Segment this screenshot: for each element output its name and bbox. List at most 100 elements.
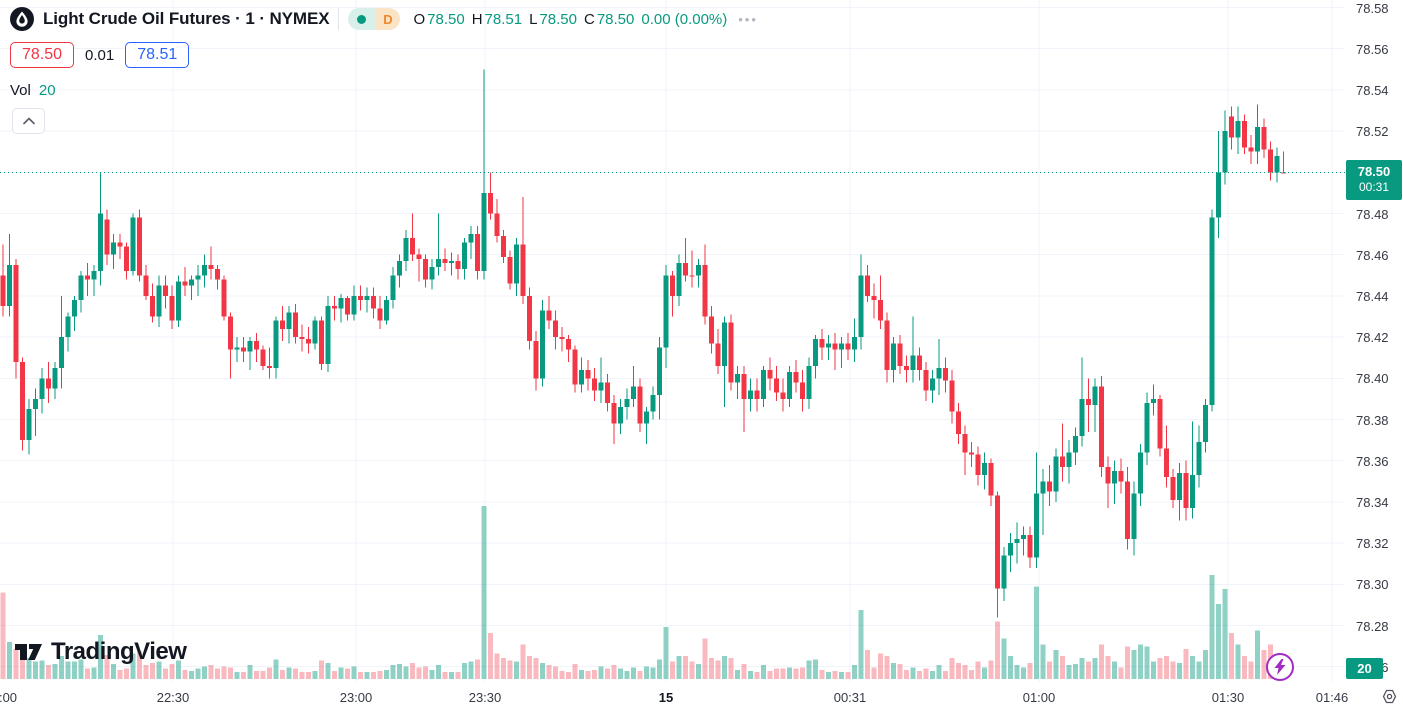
candle-body bbox=[878, 300, 883, 321]
volume-study-legend: Vol 20 bbox=[10, 82, 56, 99]
volume-bar bbox=[728, 658, 734, 679]
price-scale[interactable]: 78.2678.2878.3078.3278.3478.3678.3878.40… bbox=[1345, 0, 1403, 682]
price-tick-label: 78.44 bbox=[1356, 288, 1389, 304]
candle-body bbox=[832, 343, 838, 350]
candle-body bbox=[241, 347, 246, 352]
volume-bar bbox=[800, 667, 805, 679]
volume-bar bbox=[676, 655, 682, 679]
volume-value: 20 bbox=[38, 82, 56, 99]
candle-body bbox=[351, 295, 357, 315]
candle-body bbox=[813, 339, 818, 366]
candle-body bbox=[865, 275, 870, 296]
candle-body bbox=[852, 337, 857, 350]
candle-body bbox=[1242, 120, 1247, 148]
candle-body bbox=[397, 260, 402, 276]
volume-bar bbox=[715, 660, 721, 679]
volume-bar bbox=[598, 666, 604, 679]
candle-body bbox=[20, 361, 25, 441]
collapse-legend-button[interactable] bbox=[12, 108, 45, 134]
more-options-icon[interactable]: ••• bbox=[738, 11, 758, 27]
candle-body bbox=[819, 339, 825, 348]
volume-bar bbox=[741, 664, 747, 679]
volume-bar bbox=[384, 669, 389, 679]
volume-bar bbox=[260, 670, 266, 679]
volume-bar bbox=[702, 638, 708, 679]
volume-bar bbox=[455, 672, 461, 679]
volume-bar bbox=[377, 670, 383, 679]
candle-body bbox=[1144, 403, 1150, 453]
candle-body bbox=[546, 310, 552, 321]
time-scale-settings-icon[interactable] bbox=[1381, 688, 1398, 705]
instant-order-lightning-button[interactable] bbox=[1266, 653, 1294, 681]
tradingview-watermark[interactable]: TradingView bbox=[14, 638, 187, 666]
candle-body bbox=[1255, 126, 1260, 152]
candlestick-chart[interactable] bbox=[0, 0, 1345, 682]
candle-body bbox=[982, 462, 987, 476]
candle-body bbox=[1274, 155, 1280, 173]
volume-bar bbox=[351, 666, 357, 679]
volume-bar bbox=[1099, 644, 1104, 679]
volume-bar bbox=[1190, 655, 1195, 679]
sell-price-button[interactable]: 78.50 bbox=[10, 42, 75, 68]
candle-body bbox=[247, 341, 253, 352]
candle-body bbox=[429, 267, 435, 280]
candle-body bbox=[806, 365, 812, 399]
candle-body bbox=[1216, 172, 1221, 218]
volume-bar bbox=[1157, 658, 1163, 679]
candle-body bbox=[449, 260, 454, 263]
time-scale[interactable]: :00 22:30 23:00 23:30 15 00:31 01:00 01:30 01:46 bbox=[0, 682, 1403, 714]
candle-body bbox=[910, 355, 916, 371]
volume-bar bbox=[930, 670, 935, 679]
candle-body bbox=[332, 306, 337, 309]
volume-bar bbox=[780, 668, 786, 679]
candle-body bbox=[527, 295, 532, 342]
volume-bar bbox=[923, 668, 929, 679]
candle-body bbox=[826, 343, 831, 348]
candle-body bbox=[182, 281, 188, 286]
market-status-interval-badge[interactable]: D bbox=[348, 8, 401, 30]
volume-bar bbox=[572, 664, 578, 679]
candle-body bbox=[208, 265, 214, 270]
time-tick-label: :00 bbox=[0, 690, 18, 705]
volume-bar bbox=[26, 658, 32, 679]
candle-body bbox=[1001, 555, 1007, 589]
volume-bar bbox=[761, 665, 766, 679]
volume-bar bbox=[228, 667, 233, 679]
volume-bar bbox=[267, 667, 272, 679]
candle-body bbox=[566, 339, 571, 350]
candle-body bbox=[728, 322, 734, 383]
candle-body bbox=[917, 355, 922, 371]
symbol-title[interactable]: Light Crude Oil Futures · 1 · NYMEX bbox=[43, 9, 330, 28]
volume-bar bbox=[605, 668, 610, 679]
buy-price-button[interactable]: 78.51 bbox=[125, 42, 190, 68]
candle-body bbox=[1229, 116, 1234, 138]
candle-body bbox=[72, 300, 77, 317]
candle-body bbox=[650, 394, 656, 412]
candle-body bbox=[1118, 471, 1124, 482]
candle-body bbox=[1079, 398, 1085, 436]
candle-body bbox=[943, 368, 948, 381]
volume-bar bbox=[657, 659, 662, 679]
volume-bar bbox=[293, 668, 298, 679]
candle-body bbox=[468, 234, 474, 243]
market-open-dot-icon bbox=[348, 8, 376, 30]
candle-body bbox=[585, 370, 591, 379]
low-value: 78.50 bbox=[539, 10, 577, 28]
candle-body bbox=[267, 365, 272, 368]
volume-bar bbox=[182, 669, 188, 679]
volume-bar bbox=[137, 651, 142, 679]
candle-body bbox=[923, 370, 929, 391]
volume-bar bbox=[819, 669, 825, 679]
legend-separator bbox=[338, 8, 340, 30]
volume-label[interactable]: Vol bbox=[10, 82, 31, 99]
volume-bar bbox=[975, 661, 981, 679]
candle-body bbox=[839, 343, 844, 350]
volume-bar bbox=[520, 644, 526, 679]
candle-body bbox=[1053, 456, 1059, 492]
candle-body bbox=[722, 322, 727, 366]
volume-bar bbox=[910, 667, 916, 679]
candle-body bbox=[800, 382, 805, 399]
candle-body bbox=[1222, 131, 1228, 173]
volume-bar bbox=[364, 672, 370, 679]
